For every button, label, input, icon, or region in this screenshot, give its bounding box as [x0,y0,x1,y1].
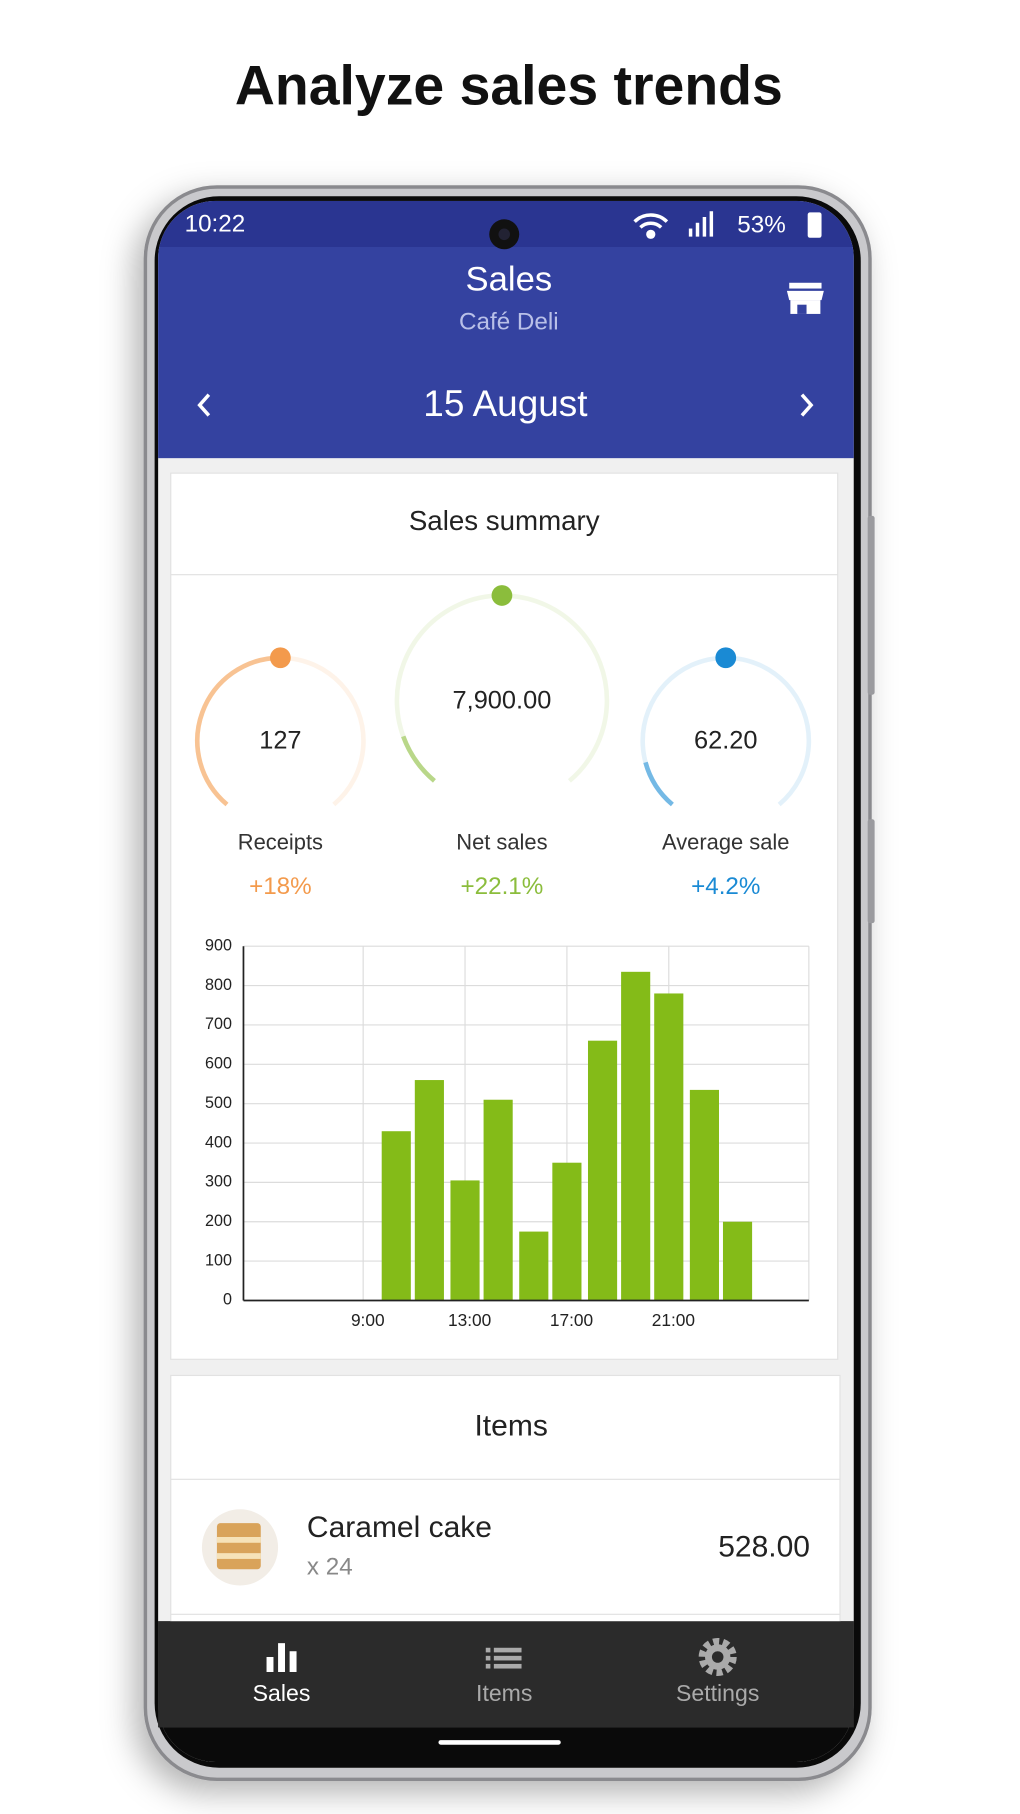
gauge-arc [401,735,436,783]
bar [450,1180,480,1301]
home-indicator [438,1740,561,1745]
y-tick-label: 900 [205,936,232,954]
battery-icon [807,212,822,238]
metric-change: +22.1% [461,873,544,900]
y-tick-label: 600 [205,1055,232,1073]
bar [621,971,651,1301]
y-tick-label: 0 [223,1291,232,1309]
metric-change: +18% [249,873,312,900]
app-subtitle: Café Deli [459,309,559,336]
cake-layer [216,1553,261,1559]
bar [381,1131,411,1301]
status-battery: 53% [737,212,785,239]
gauge-dot [491,585,513,606]
settings-tab-icon[interactable] [698,1637,737,1677]
metric-value: 127 [259,727,301,755]
y-tick-label: 700 [205,1015,232,1033]
bottom-nav-bg [158,1621,854,1728]
wifi-icon [633,213,669,239]
y-tick-label: 200 [205,1212,232,1230]
items-tab-icon[interactable] [485,1647,522,1669]
store-icon[interactable] [786,282,824,314]
x-tick-label: 9:00 [351,1310,385,1330]
nav-tab-label[interactable]: Items [476,1680,532,1706]
bar [552,1162,582,1301]
y-tick-label: 100 [205,1251,232,1269]
metric-value: 7,900.00 [453,686,552,714]
bar [654,993,684,1301]
items-title: Items [474,1409,547,1442]
gauges: 127 Receipts +18% 7,900.00 Net sales +22.1% 62… [195,585,812,900]
bar [483,1099,513,1301]
gauge-arc [195,655,281,807]
promo-title: Analyze sales trends [235,55,783,117]
x-tick-label: 13:00 [448,1310,491,1330]
card-title: Sales summary [409,505,600,536]
y-tick-label: 800 [205,976,232,994]
bar [414,1080,444,1301]
camera-lens [498,228,510,241]
prev-date[interactable] [197,393,211,417]
item-quantity: x 24 [307,1554,353,1581]
cake-shape [216,1523,261,1570]
nav-tab-label[interactable]: Settings [676,1680,759,1706]
metric-change: +4.2% [691,873,760,900]
x-tick-label: 17:00 [550,1310,593,1330]
item-amount: 528.00 [718,1530,810,1563]
metric-label: Net sales [456,829,547,854]
metric-label: Average sale [662,829,789,854]
app-title: Sales [466,261,553,299]
date-label: 15 August [423,383,587,424]
gauge-arc [643,761,674,807]
cake-layer [216,1537,261,1543]
gauge-dot [270,647,291,669]
bar [689,1089,719,1301]
item-name[interactable]: Caramel cake [307,1511,492,1544]
side-button [867,515,875,695]
nav-tab-label[interactable]: Sales [253,1680,311,1706]
gauge-dot [715,647,737,669]
signal-icon [688,211,714,237]
y-tick-label: 400 [205,1133,232,1151]
sales-tab-icon[interactable] [266,1643,297,1672]
bar [519,1231,549,1301]
side-button [867,819,875,924]
gesture-area [158,1727,854,1762]
chart: 0 100 200 300 400 500 600 700 800 900 9:00 13:00 17:… [205,936,810,1330]
y-tick-label: 500 [205,1094,232,1112]
bar [587,1040,618,1301]
items-card [170,1374,841,1630]
next-date[interactable] [800,393,814,417]
app-bar [158,247,854,459]
x-tick-label: 21:00 [652,1310,695,1330]
bar [722,1221,753,1301]
metric-value: 62.20 [694,727,758,755]
status-time: 10:22 [185,210,246,237]
metric-label: Receipts [238,829,323,854]
y-tick-label: 300 [205,1173,232,1191]
